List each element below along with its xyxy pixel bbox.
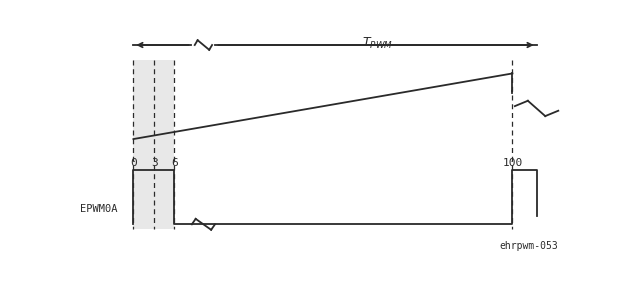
Text: ehrpwm-053: ehrpwm-053 (500, 241, 558, 250)
Text: 6: 6 (171, 158, 178, 168)
Text: EPWM0A: EPWM0A (80, 204, 118, 214)
Text: 3: 3 (151, 158, 158, 168)
Text: T$_{PWM}$: T$_{PWM}$ (362, 36, 392, 51)
Bar (133, 60, 174, 229)
Text: 0: 0 (130, 158, 137, 168)
Text: 100: 100 (502, 158, 523, 168)
